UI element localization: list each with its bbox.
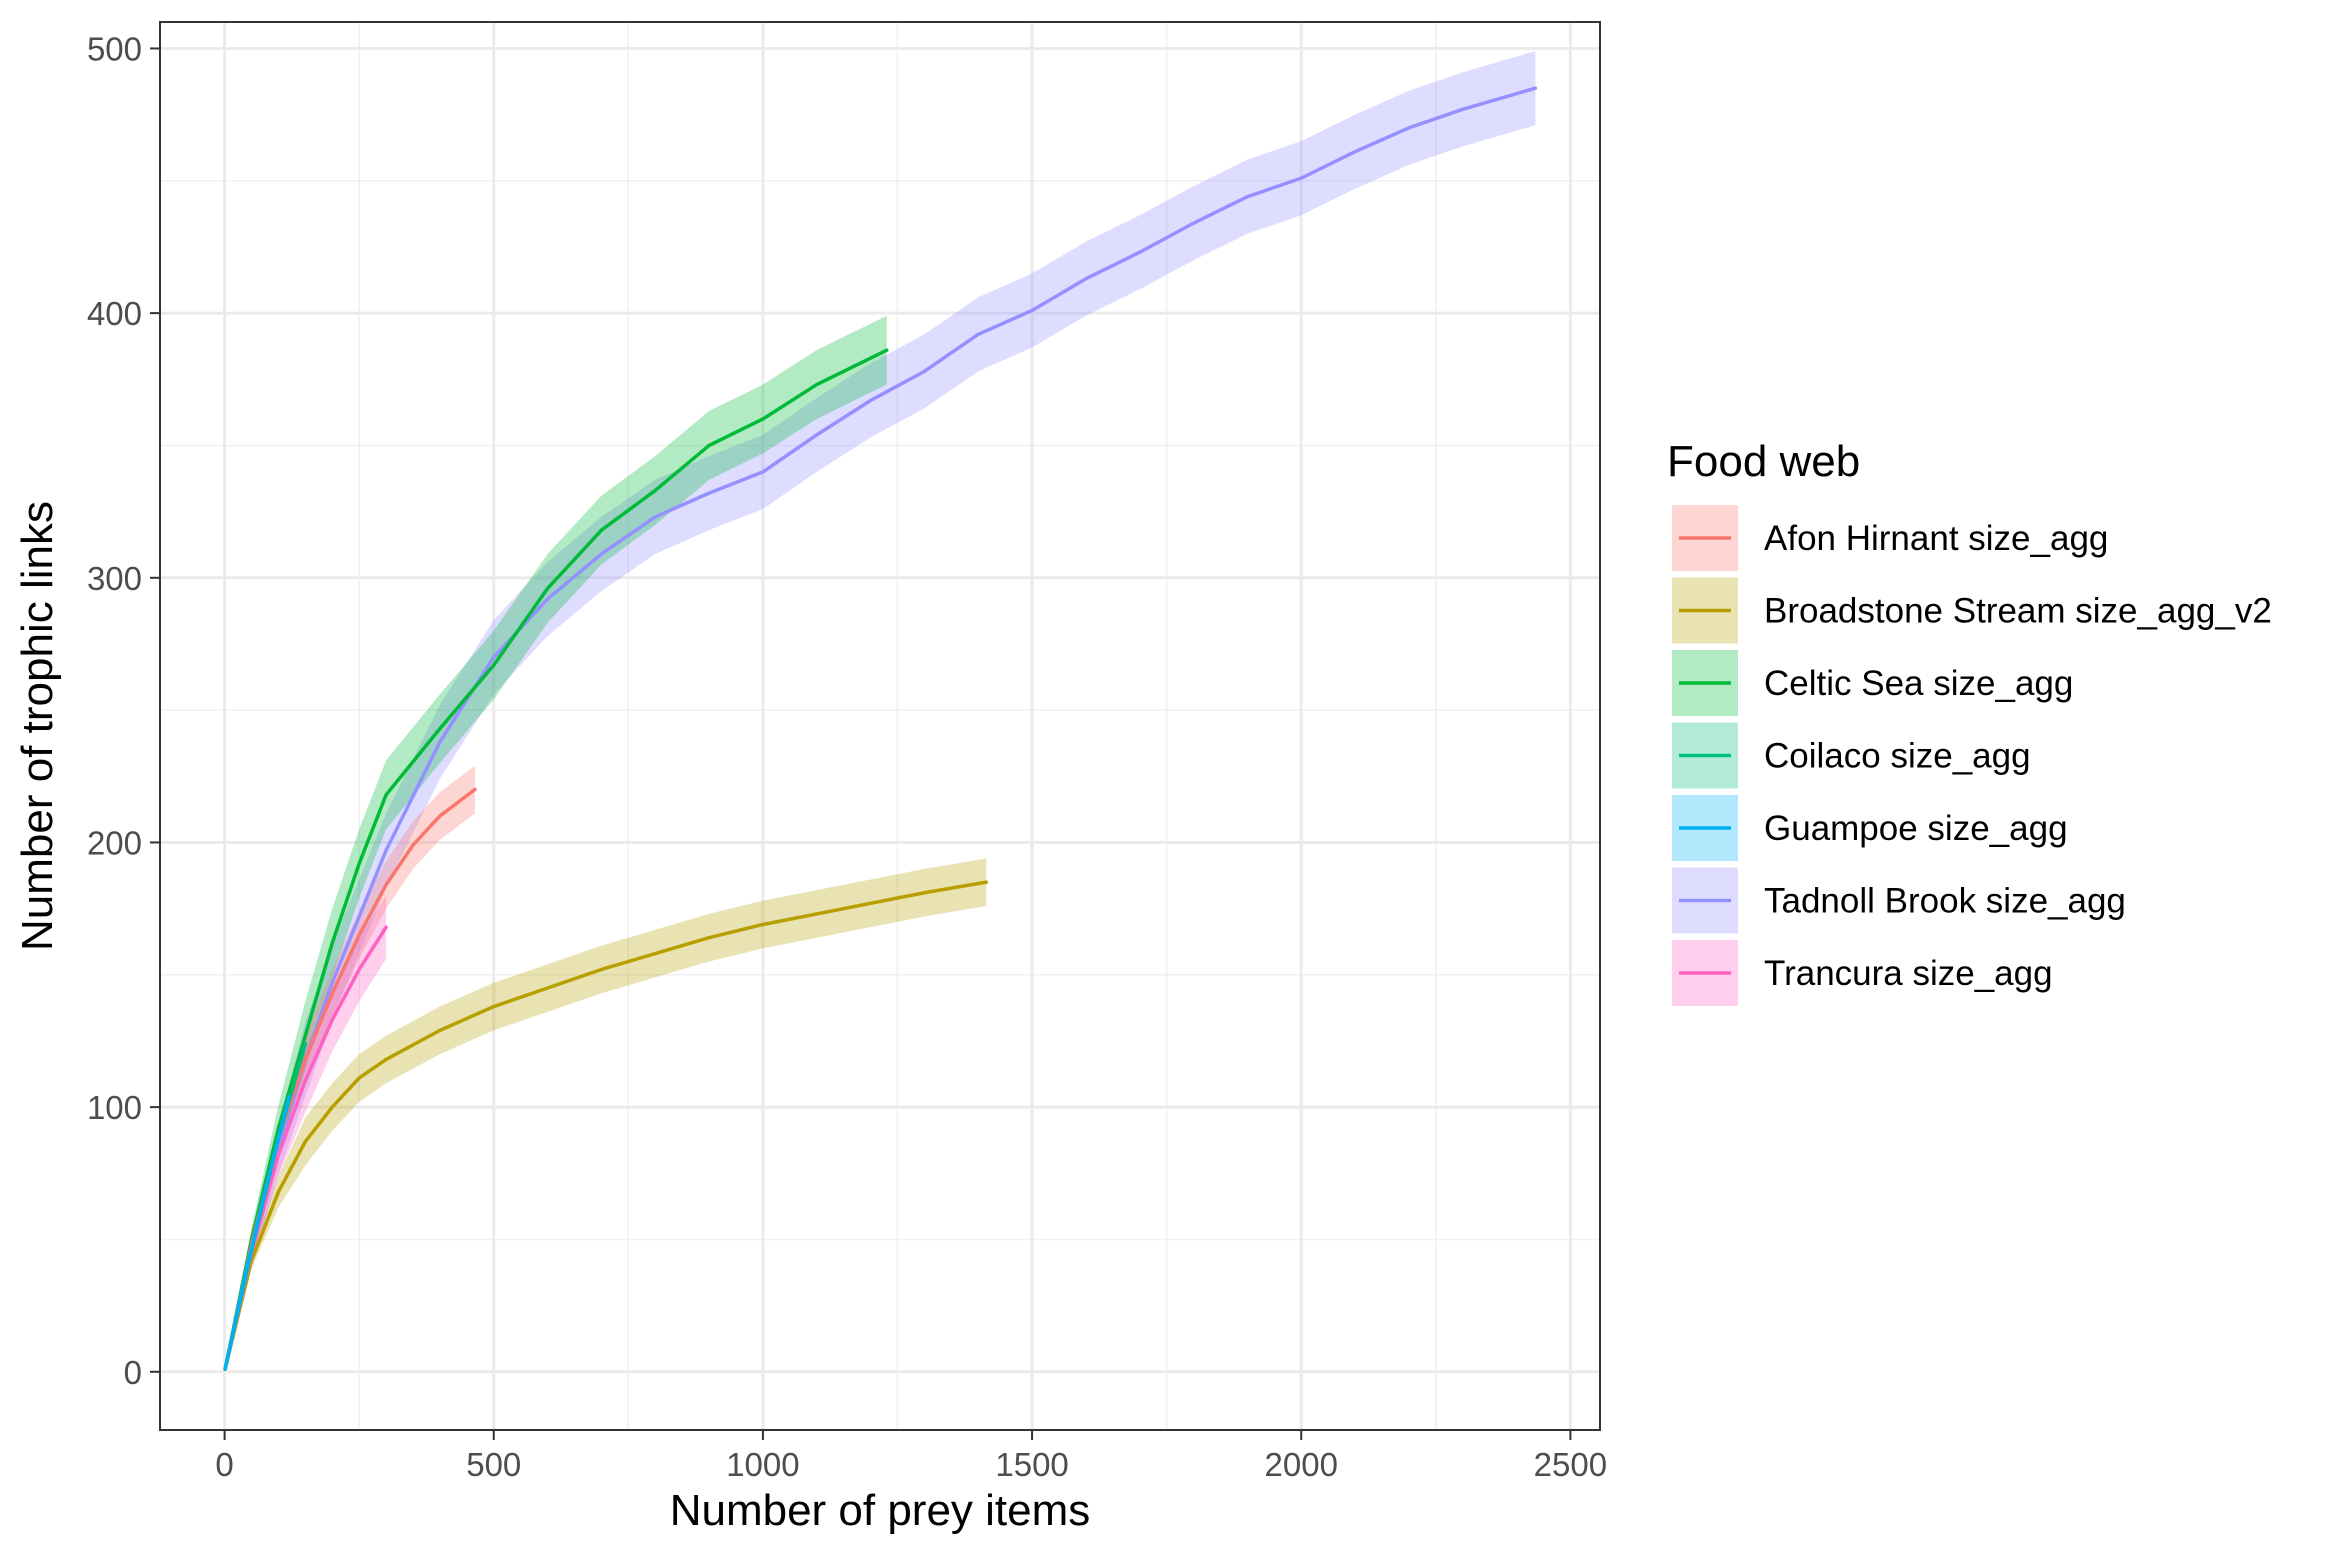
band-trancura-size-agg xyxy=(225,895,387,1370)
legend-label-broadstone-stream-size-agg-v2: Broadstone Stream size_agg_v2 xyxy=(1764,592,2272,631)
minor-gridlines xyxy=(160,22,1600,1430)
legend: Food web Afon Hirnant size_agg Broadstone… xyxy=(1667,437,2272,1006)
legend-label-guampoe-size-agg: Guampoe size_agg xyxy=(1764,809,2068,848)
legend-item-guampoe-size-agg: Guampoe size_agg xyxy=(1672,795,2068,861)
y-tick-label: 300 xyxy=(87,560,142,597)
legend-item-coilaco-size-agg: Coilaco size_agg xyxy=(1672,722,2031,789)
x-tick-label: 2500 xyxy=(1534,1446,1607,1483)
band-broadstone-stream-size-agg-v2 xyxy=(225,858,987,1370)
legend-label-trancura-size-agg: Trancura size_agg xyxy=(1764,954,2053,993)
legend-label-celtic-sea-size-agg: Celtic Sea size_agg xyxy=(1764,664,2073,703)
y-tick-label: 0 xyxy=(124,1354,142,1391)
x-tick-label: 2000 xyxy=(1265,1446,1338,1483)
band-celtic-sea-size-agg xyxy=(225,315,887,1370)
legend-item-celtic-sea-size-agg: Celtic Sea size_agg xyxy=(1672,650,2073,716)
legend-label-coilaco-size-agg: Coilaco size_agg xyxy=(1764,737,2031,776)
y-tick-label: 400 xyxy=(87,295,142,332)
x-axis-title: Number of prey items xyxy=(670,1486,1091,1535)
line-celtic-sea-size-agg xyxy=(223,348,889,1371)
y-axis: 0 100 200 300 400 500 xyxy=(87,30,160,1391)
y-tick-label: 500 xyxy=(87,30,142,67)
legend-item-tadnoll-brook-size-agg: Tadnoll Brook size_agg xyxy=(1672,867,2126,934)
series-lines xyxy=(223,86,1538,1371)
legend-label-afon-hirnant-size-agg: Afon Hirnant size_agg xyxy=(1764,519,2108,558)
line-tadnoll-brook-size-agg xyxy=(223,86,1538,1371)
major-gridlines xyxy=(160,22,1600,1430)
line-guampoe-size-agg xyxy=(223,1094,291,1371)
plot-panel-background xyxy=(160,22,1600,1430)
y-tick-label: 200 xyxy=(87,824,142,861)
plot-panel-border xyxy=(159,21,1601,1431)
legend-item-broadstone-stream-size-agg-v2: Broadstone Stream size_agg_v2 xyxy=(1672,577,2272,644)
x-axis: 0 500 1000 1500 2000 2500 xyxy=(215,1430,1607,1483)
x-tick-label: 500 xyxy=(466,1446,521,1483)
band-afon-hirnant-size-agg xyxy=(225,765,475,1370)
legend-label-tadnoll-brook-size-agg: Tadnoll Brook size_agg xyxy=(1764,882,2126,921)
legend-item-trancura-size-agg: Trancura size_agg xyxy=(1672,940,2053,1006)
x-tick-label: 0 xyxy=(215,1446,233,1483)
x-tick-label: 1500 xyxy=(995,1446,1068,1483)
x-tick-label: 1000 xyxy=(726,1446,799,1483)
line-broadstone-stream-size-agg-v2 xyxy=(223,880,989,1371)
legend-title: Food web xyxy=(1667,437,1860,486)
y-axis-title: Number of trophic links xyxy=(13,501,62,951)
legend-item-afon-hirnant-size-agg: Afon Hirnant size_agg xyxy=(1672,505,2108,571)
y-tick-label: 100 xyxy=(87,1089,142,1126)
